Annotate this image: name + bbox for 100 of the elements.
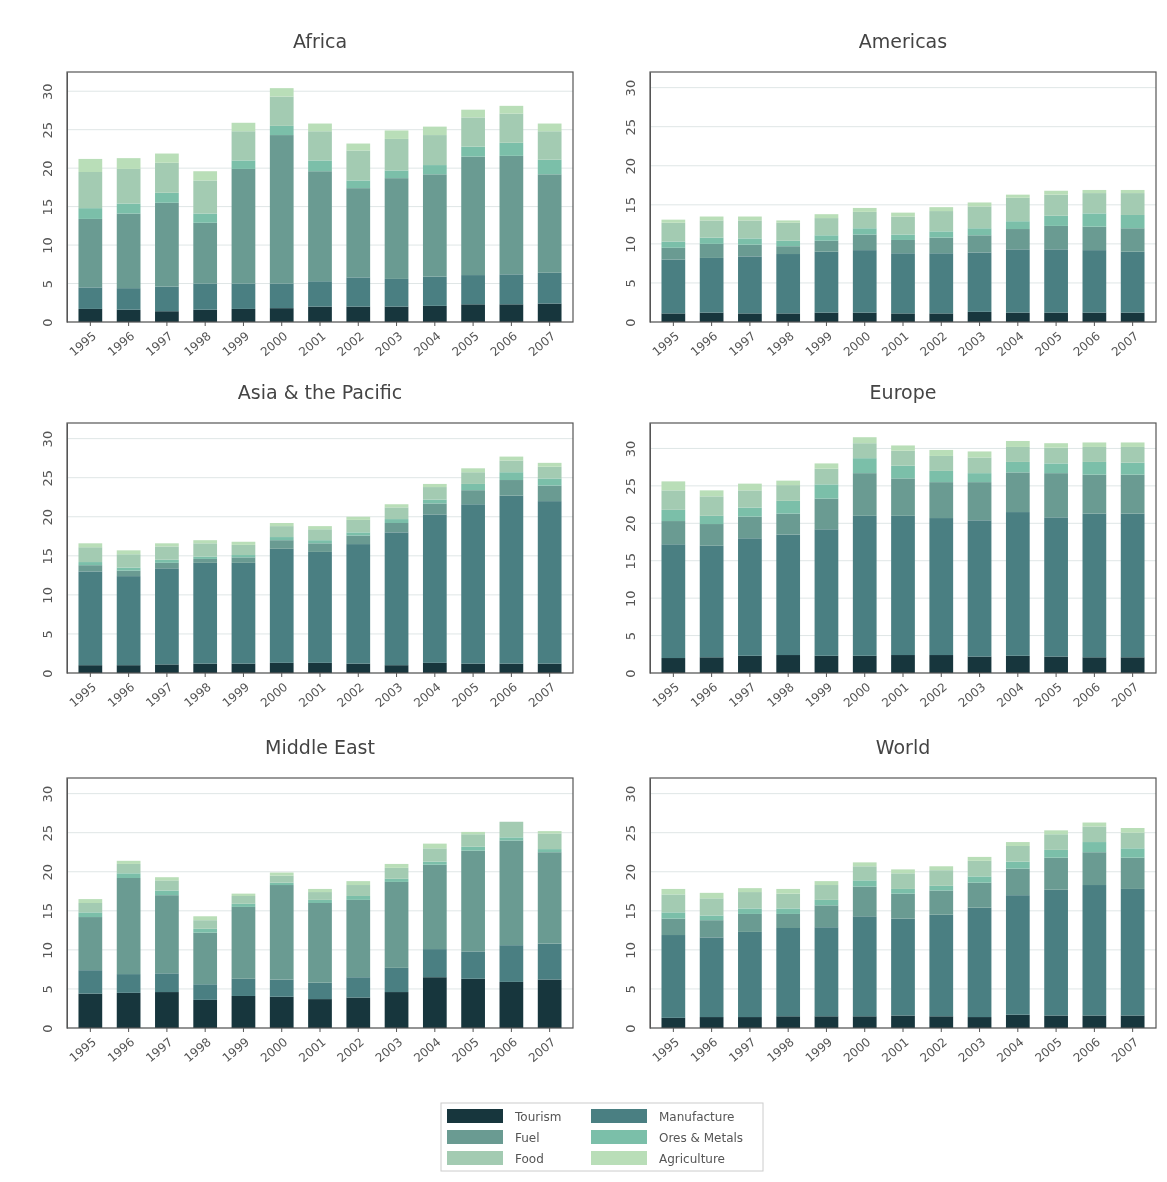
bar: [1044, 656, 1068, 673]
y-tick-label: 30: [622, 79, 638, 97]
y-tick-label: 10: [622, 942, 638, 959]
bar: [499, 837, 524, 841]
bar: [193, 180, 218, 214]
bar: [231, 562, 256, 664]
bar: [1120, 462, 1145, 475]
y-tick-label: 5: [622, 985, 638, 994]
bar: [499, 456, 524, 461]
bar: [269, 540, 294, 549]
bar: [814, 881, 839, 886]
bar: [891, 445, 915, 451]
bar: [1120, 657, 1145, 673]
bar: [1120, 193, 1145, 215]
y-tick-label: 25: [39, 121, 55, 139]
bar: [929, 914, 954, 1017]
bar: [852, 211, 877, 229]
bar: [78, 287, 103, 309]
bar: [269, 996, 294, 1028]
bar: [193, 558, 218, 563]
bar: [193, 920, 218, 929]
bar: [537, 849, 562, 853]
bar: [231, 168, 256, 284]
bar: [537, 852, 562, 944]
bar: [499, 821, 524, 838]
bar: [269, 548, 294, 663]
bar: [269, 125, 294, 136]
y-tick-label: 30: [622, 785, 638, 803]
bar: [699, 515, 724, 525]
bar: [537, 833, 562, 850]
bar: [78, 993, 103, 1028]
y-tick-label: 30: [622, 440, 638, 458]
bar: [269, 88, 294, 97]
bar: [1005, 446, 1030, 462]
bar: [967, 235, 992, 253]
bar: [891, 869, 915, 874]
bar: [661, 313, 686, 322]
bar: [193, 543, 218, 557]
y-tick-label: 5: [39, 985, 55, 994]
y-tick-label: 25: [622, 824, 638, 842]
bar: [1120, 857, 1145, 889]
bar: [384, 130, 409, 139]
bar: [499, 945, 524, 982]
bar: [1082, 193, 1107, 214]
bar: [155, 880, 179, 891]
bar: [1044, 443, 1068, 448]
bar: [422, 514, 447, 663]
bar: [1005, 512, 1030, 656]
bar: [1120, 214, 1145, 229]
bar: [661, 490, 686, 510]
bar: [193, 984, 218, 1000]
bar: [308, 306, 332, 322]
bar: [269, 135, 294, 284]
bar: [967, 856, 992, 861]
chart-title: Americas: [858, 30, 948, 52]
bar: [929, 253, 954, 314]
bar: [929, 237, 954, 254]
bar: [499, 304, 524, 322]
bar: [384, 863, 409, 868]
bar: [1082, 250, 1107, 313]
y-tick-label: 15: [39, 548, 55, 565]
y-tick-label: 20: [39, 863, 55, 881]
bar: [1082, 852, 1107, 886]
bar: [776, 500, 801, 514]
y-tick-label: 15: [622, 197, 638, 214]
y-tick-label: 15: [622, 903, 638, 920]
bar: [891, 212, 915, 217]
y-tick-label: 20: [622, 157, 638, 175]
bar: [346, 188, 371, 278]
legend-label: Fuel: [515, 1131, 540, 1145]
bar: [967, 451, 992, 458]
bar: [1005, 472, 1030, 513]
bar: [78, 917, 103, 971]
bar: [738, 655, 762, 673]
bar: [193, 928, 218, 933]
bar: [116, 213, 141, 289]
bar: [738, 507, 762, 517]
y-tick-label: 0: [622, 669, 638, 678]
bar: [814, 468, 839, 485]
chart-title: World: [875, 736, 931, 758]
bar: [738, 888, 762, 893]
bar: [661, 544, 686, 659]
bar: [422, 126, 447, 136]
bar: [929, 518, 954, 656]
y-tick-label: 5: [39, 630, 55, 639]
bar: [78, 547, 103, 563]
bar: [699, 524, 724, 546]
bar: [776, 513, 801, 535]
bar: [738, 256, 762, 314]
bar: [852, 1016, 877, 1028]
bar: [738, 931, 762, 1018]
bar: [1082, 657, 1107, 673]
bar: [422, 165, 447, 175]
bar: [537, 131, 562, 160]
bar: [461, 834, 485, 847]
bar: [499, 840, 524, 946]
bar: [499, 142, 524, 156]
bar: [422, 135, 447, 166]
bar: [1005, 221, 1030, 230]
bar: [1044, 447, 1068, 464]
